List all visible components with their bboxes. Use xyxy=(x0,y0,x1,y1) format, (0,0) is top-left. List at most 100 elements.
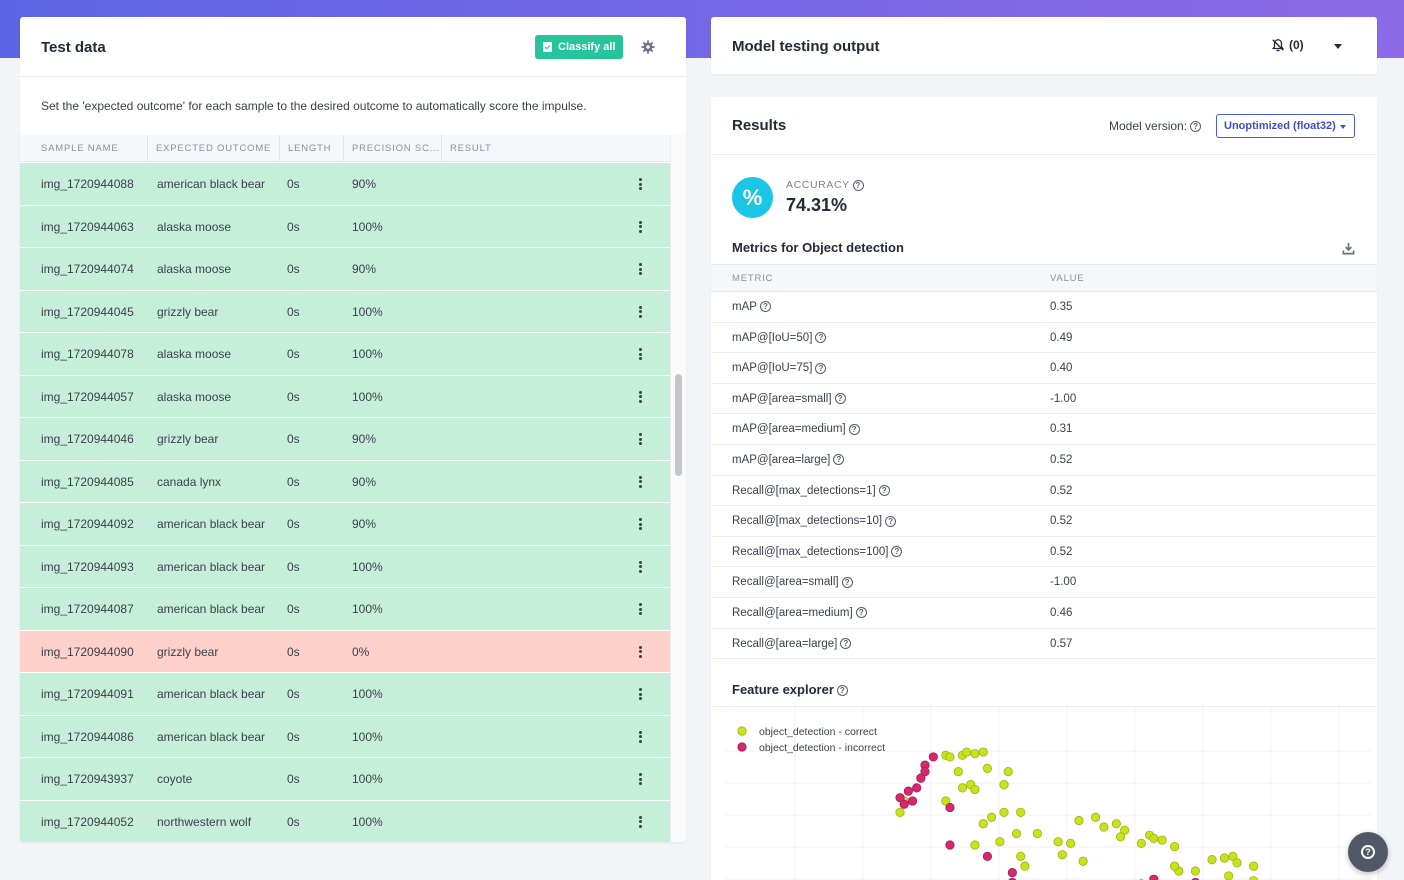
help-icon[interactable]: ? xyxy=(759,301,771,313)
table-row[interactable]: img_1720944085 canada lynx 0s 90% xyxy=(20,460,670,503)
more-vertical-icon[interactable] xyxy=(639,305,643,318)
feature-explorer-scatter-plot[interactable]: object_detection - correct object_detecti… xyxy=(711,707,1377,880)
more-vertical-icon[interactable] xyxy=(639,220,643,233)
table-row[interactable]: img_1720944045 grizzly bear 0s 100% xyxy=(20,290,670,333)
col-precision-score[interactable]: PRECISION SC... xyxy=(344,135,442,162)
help-icon[interactable]: ? xyxy=(848,423,860,435)
metric-name-text: Recall@[area=medium] xyxy=(732,606,853,619)
help-icon[interactable]: ? xyxy=(852,179,864,191)
col-sample-name[interactable]: SAMPLE NAME xyxy=(20,135,148,162)
point-correct xyxy=(953,766,963,777)
help-fab-button[interactable]: ? xyxy=(1348,832,1388,872)
classify-all-button[interactable]: Classify all xyxy=(535,35,624,59)
more-vertical-icon[interactable] xyxy=(639,603,643,615)
table-row[interactable]: img_1720944063 alaska moose 0s 100% xyxy=(20,205,670,248)
point-correct xyxy=(1016,807,1026,817)
table-row[interactable]: img_1720944057 alaska moose 0s 100% xyxy=(20,375,670,418)
precision-score: 100% xyxy=(352,304,383,319)
test-data-panel: Test data Classify all Set the 'expected… xyxy=(20,17,686,842)
accuracy-label-text: ACCURACY xyxy=(786,179,850,191)
precision-score: 90% xyxy=(352,177,377,191)
help-icon[interactable]: ? xyxy=(834,393,846,405)
chevron-down-icon[interactable] xyxy=(1334,44,1342,49)
metric-name: mAP@[IoU=75]? xyxy=(732,353,827,383)
more-vertical-icon[interactable] xyxy=(639,178,643,190)
sample-name: img_1720944078 xyxy=(41,347,134,361)
table-row[interactable]: img_1720944087 american black bear 0s 100% xyxy=(20,588,670,631)
sample-name: img_1720944074 xyxy=(41,262,134,276)
table-scrollbar[interactable] xyxy=(670,135,686,842)
more-vertical-icon[interactable] xyxy=(639,518,643,530)
more-vertical-icon[interactable] xyxy=(639,560,643,573)
sample-name: img_1720944052 xyxy=(41,814,134,829)
table-row[interactable]: img_1720944052 northwestern wolf 0s 100% xyxy=(20,800,670,842)
metric-value: 0.52 xyxy=(1050,484,1073,497)
more-vertical-icon[interactable] xyxy=(639,475,643,488)
sample-name: img_1720944046 xyxy=(41,432,134,446)
help-icon[interactable]: ? xyxy=(841,576,853,588)
table-row[interactable]: img_1720944090 grizzly bear 0s 0% xyxy=(20,630,670,673)
sample-length: 0s xyxy=(287,772,300,786)
help-icon[interactable]: ? xyxy=(878,485,890,497)
more-vertical-icon[interactable] xyxy=(639,773,643,785)
question-icon: ? xyxy=(1361,845,1375,859)
more-vertical-icon[interactable] xyxy=(639,688,643,700)
sample-length: 0s xyxy=(287,177,300,191)
table-row[interactable]: img_1720943937 coyote 0s 100% xyxy=(20,758,670,801)
help-icon[interactable]: ? xyxy=(815,362,827,374)
table-row[interactable]: img_1720944078 alaska moose 0s 100% xyxy=(20,333,670,376)
table-scrollbar-thumb[interactable] xyxy=(675,374,682,476)
metric-name: mAP@[area=medium]? xyxy=(732,414,860,444)
more-vertical-icon[interactable] xyxy=(639,815,643,828)
metric-row: Recall@[max_detections=1]? 0.52 xyxy=(711,476,1377,507)
table-row[interactable]: img_1720944092 american black bear 0s 90% xyxy=(20,503,670,546)
help-icon[interactable]: ? xyxy=(885,515,897,527)
metric-row: Recall@[area=medium]? 0.46 xyxy=(711,598,1377,629)
help-icon[interactable]: ? xyxy=(815,332,827,344)
metric-name-text: mAP@[IoU=50] xyxy=(732,331,813,344)
col-expected-outcome[interactable]: EXPECTED OUTCOME xyxy=(148,135,280,162)
more-vertical-icon[interactable] xyxy=(639,433,643,445)
help-icon[interactable]: ? xyxy=(891,546,903,558)
help-icon[interactable]: ? xyxy=(840,638,852,649)
point-correct xyxy=(1111,819,1121,829)
help-icon[interactable]: ? xyxy=(836,685,848,697)
help-icon[interactable]: ? xyxy=(833,454,845,466)
results-panel: Results Model version:? Unoptimized (flo… xyxy=(711,97,1377,880)
gear-icon[interactable] xyxy=(641,40,655,54)
expected-outcome: american black bear xyxy=(157,602,266,616)
col-result[interactable]: RESULT xyxy=(450,143,492,154)
point-incorrect xyxy=(1149,874,1159,880)
metric-value: 0.35 xyxy=(1050,301,1073,313)
more-vertical-icon[interactable] xyxy=(639,263,643,275)
metrics-table-header: METRIC VALUE xyxy=(711,264,1377,292)
download-icon[interactable] xyxy=(1342,242,1355,255)
table-row[interactable]: img_1720944093 american black bear 0s 100% xyxy=(20,545,670,588)
metric-name-text: Recall@[max_detections=1] xyxy=(732,484,876,497)
expected-outcome: alaska moose xyxy=(157,262,232,276)
table-row[interactable]: img_1720944074 alaska moose 0s 90% xyxy=(20,248,670,291)
col-length[interactable]: LENGTH xyxy=(280,135,344,162)
table-row[interactable]: img_1720944046 grizzly bear 0s 90% xyxy=(20,418,670,461)
sample-length: 0s xyxy=(287,814,300,829)
point-correct xyxy=(978,747,988,757)
model-version-select[interactable]: Unoptimized (float32) xyxy=(1216,114,1355,138)
metric-row: mAP@[IoU=50]? 0.49 xyxy=(711,323,1377,354)
sample-name: img_1720944088 xyxy=(41,177,134,191)
metrics-title: Metrics for Object detection xyxy=(732,240,904,255)
more-vertical-icon[interactable] xyxy=(639,390,643,403)
help-icon[interactable]: ? xyxy=(855,607,867,619)
metric-name-text: mAP@[area=medium] xyxy=(732,423,846,436)
more-vertical-icon[interactable] xyxy=(639,645,643,658)
help-icon[interactable]: ? xyxy=(1190,121,1202,133)
table-row[interactable]: img_1720944088 american black bear 0s 90% xyxy=(20,163,670,206)
bell-off-icon[interactable] xyxy=(1271,38,1285,52)
sample-length: 0s xyxy=(287,729,300,744)
sample-name: img_1720944057 xyxy=(41,389,134,404)
table-row[interactable]: img_1720944091 american black bear 0s 100% xyxy=(20,673,670,716)
point-incorrect xyxy=(945,802,955,813)
table-row[interactable]: img_1720944086 american black bear 0s 100% xyxy=(20,715,670,758)
expected-outcome: coyote xyxy=(157,772,193,786)
more-vertical-icon[interactable] xyxy=(639,730,643,743)
more-vertical-icon[interactable] xyxy=(639,348,643,360)
